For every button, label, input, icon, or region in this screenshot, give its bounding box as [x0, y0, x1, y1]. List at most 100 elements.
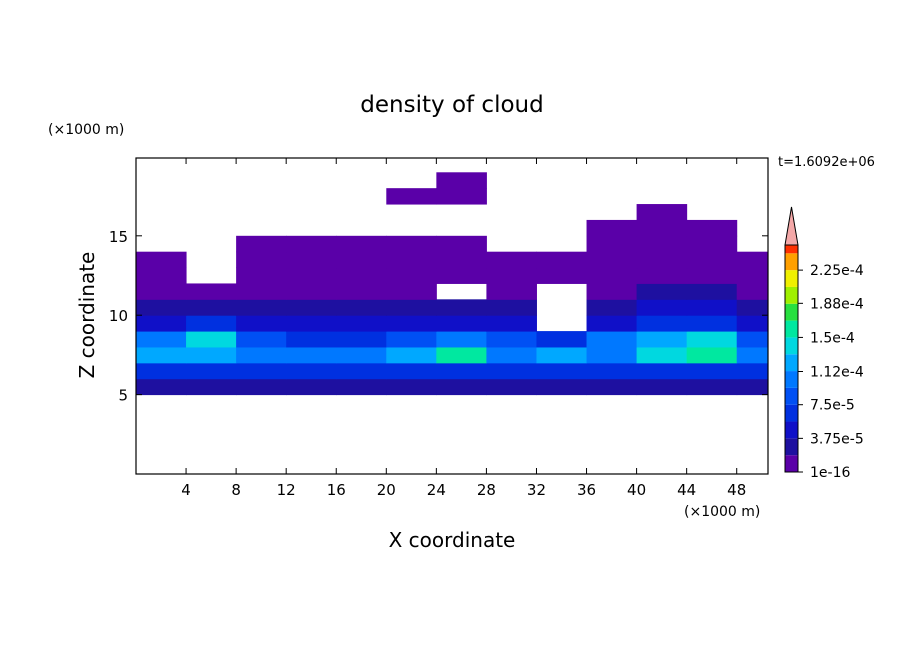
- colorbar-tick-label: 1.88e-4: [810, 296, 864, 312]
- cell: [636, 219, 688, 237]
- cell: [686, 346, 738, 364]
- cell: [136, 346, 187, 364]
- cell: [186, 283, 237, 300]
- colorbar-tick-label: 1e-16: [810, 465, 850, 481]
- cell: [386, 362, 437, 380]
- cell: [486, 251, 537, 269]
- cell: [236, 378, 287, 396]
- cell: [486, 346, 537, 364]
- cell: [636, 378, 688, 396]
- cell: [186, 346, 237, 364]
- chart-title: density of cloud: [360, 92, 543, 118]
- cell: [336, 299, 387, 316]
- colorbar-band: [785, 337, 798, 355]
- cell: [336, 346, 387, 364]
- x-tick-label: 16: [327, 481, 346, 499]
- cell: [236, 331, 287, 348]
- field: [136, 172, 768, 396]
- cell: [686, 235, 738, 253]
- cell: [686, 378, 738, 396]
- cell: [586, 267, 638, 284]
- cell: [236, 251, 287, 269]
- colorbar-band: [785, 387, 798, 405]
- cell: [436, 378, 487, 396]
- cell: [686, 267, 738, 284]
- cell: [386, 283, 437, 300]
- cell: [336, 283, 387, 300]
- cell: [636, 235, 688, 253]
- cell: [536, 331, 588, 348]
- cell: [636, 346, 688, 364]
- cell: [586, 251, 638, 269]
- cell: [236, 346, 287, 364]
- plot-frame: [135, 157, 769, 475]
- cell: [686, 251, 738, 269]
- colorbar-tick-label: 7.5e-5: [810, 398, 855, 414]
- cell: [286, 267, 337, 284]
- cell: [236, 235, 287, 253]
- colorbar-tick-label: 1.5e-4: [810, 330, 855, 346]
- cell: [486, 378, 537, 396]
- cell: [436, 251, 487, 269]
- colorbar-band: [785, 253, 798, 271]
- cell: [686, 331, 738, 348]
- colorbar-tick-label: 2.25e-4: [810, 263, 864, 279]
- colorbar-band: [785, 421, 798, 439]
- cell: [186, 362, 237, 380]
- cell: [286, 331, 337, 348]
- cell: [286, 362, 337, 380]
- cell: [336, 315, 387, 332]
- cell: [686, 283, 738, 300]
- y-tick-label: 5: [118, 387, 128, 405]
- cell: [736, 378, 768, 396]
- colorbar-over: [784, 206, 799, 246]
- cell: [536, 346, 588, 364]
- cell: [736, 299, 768, 316]
- cell: [236, 315, 287, 332]
- cell: [336, 251, 387, 269]
- cell: [136, 315, 187, 332]
- cell: [486, 362, 537, 380]
- y-unit: (×1000 m): [48, 122, 124, 138]
- cell: [236, 299, 287, 316]
- cell: [436, 315, 487, 332]
- y-tick-label: 15: [109, 228, 128, 246]
- cell: [636, 331, 688, 348]
- x-label: X coordinate: [389, 528, 516, 552]
- x-tick-label: 20: [377, 481, 396, 499]
- cell: [636, 283, 688, 300]
- cell: [336, 362, 387, 380]
- colorbar-band: [785, 286, 798, 304]
- cell: [336, 235, 387, 253]
- colorbar-band: [785, 270, 798, 287]
- cell: [536, 362, 588, 380]
- cell: [386, 267, 437, 284]
- cell: [136, 299, 187, 316]
- cell: [536, 267, 588, 284]
- cell: [586, 299, 638, 316]
- cell: [686, 299, 738, 316]
- cell: [436, 346, 487, 364]
- y-label: Z coordinate: [75, 252, 99, 379]
- cell: [386, 331, 437, 348]
- cell: [736, 251, 768, 269]
- cell: [436, 172, 487, 189]
- cell: [286, 315, 337, 332]
- cell: [636, 204, 688, 221]
- x-tick-label: 8: [231, 481, 241, 499]
- colorbar-frame: [784, 244, 799, 473]
- cell: [586, 331, 638, 348]
- cell: [386, 378, 437, 396]
- cell: [536, 251, 588, 269]
- colorbar-band: [785, 404, 798, 422]
- x-unit: (×1000 m): [684, 504, 760, 520]
- cell: [136, 331, 187, 348]
- cell: [136, 267, 187, 284]
- cell: [686, 315, 738, 332]
- cell: [336, 267, 387, 284]
- cell: [136, 362, 187, 380]
- colorbar-tick-label: 1.12e-4: [810, 365, 864, 381]
- cell: [436, 235, 487, 253]
- cell: [286, 251, 337, 269]
- cell: [186, 299, 237, 316]
